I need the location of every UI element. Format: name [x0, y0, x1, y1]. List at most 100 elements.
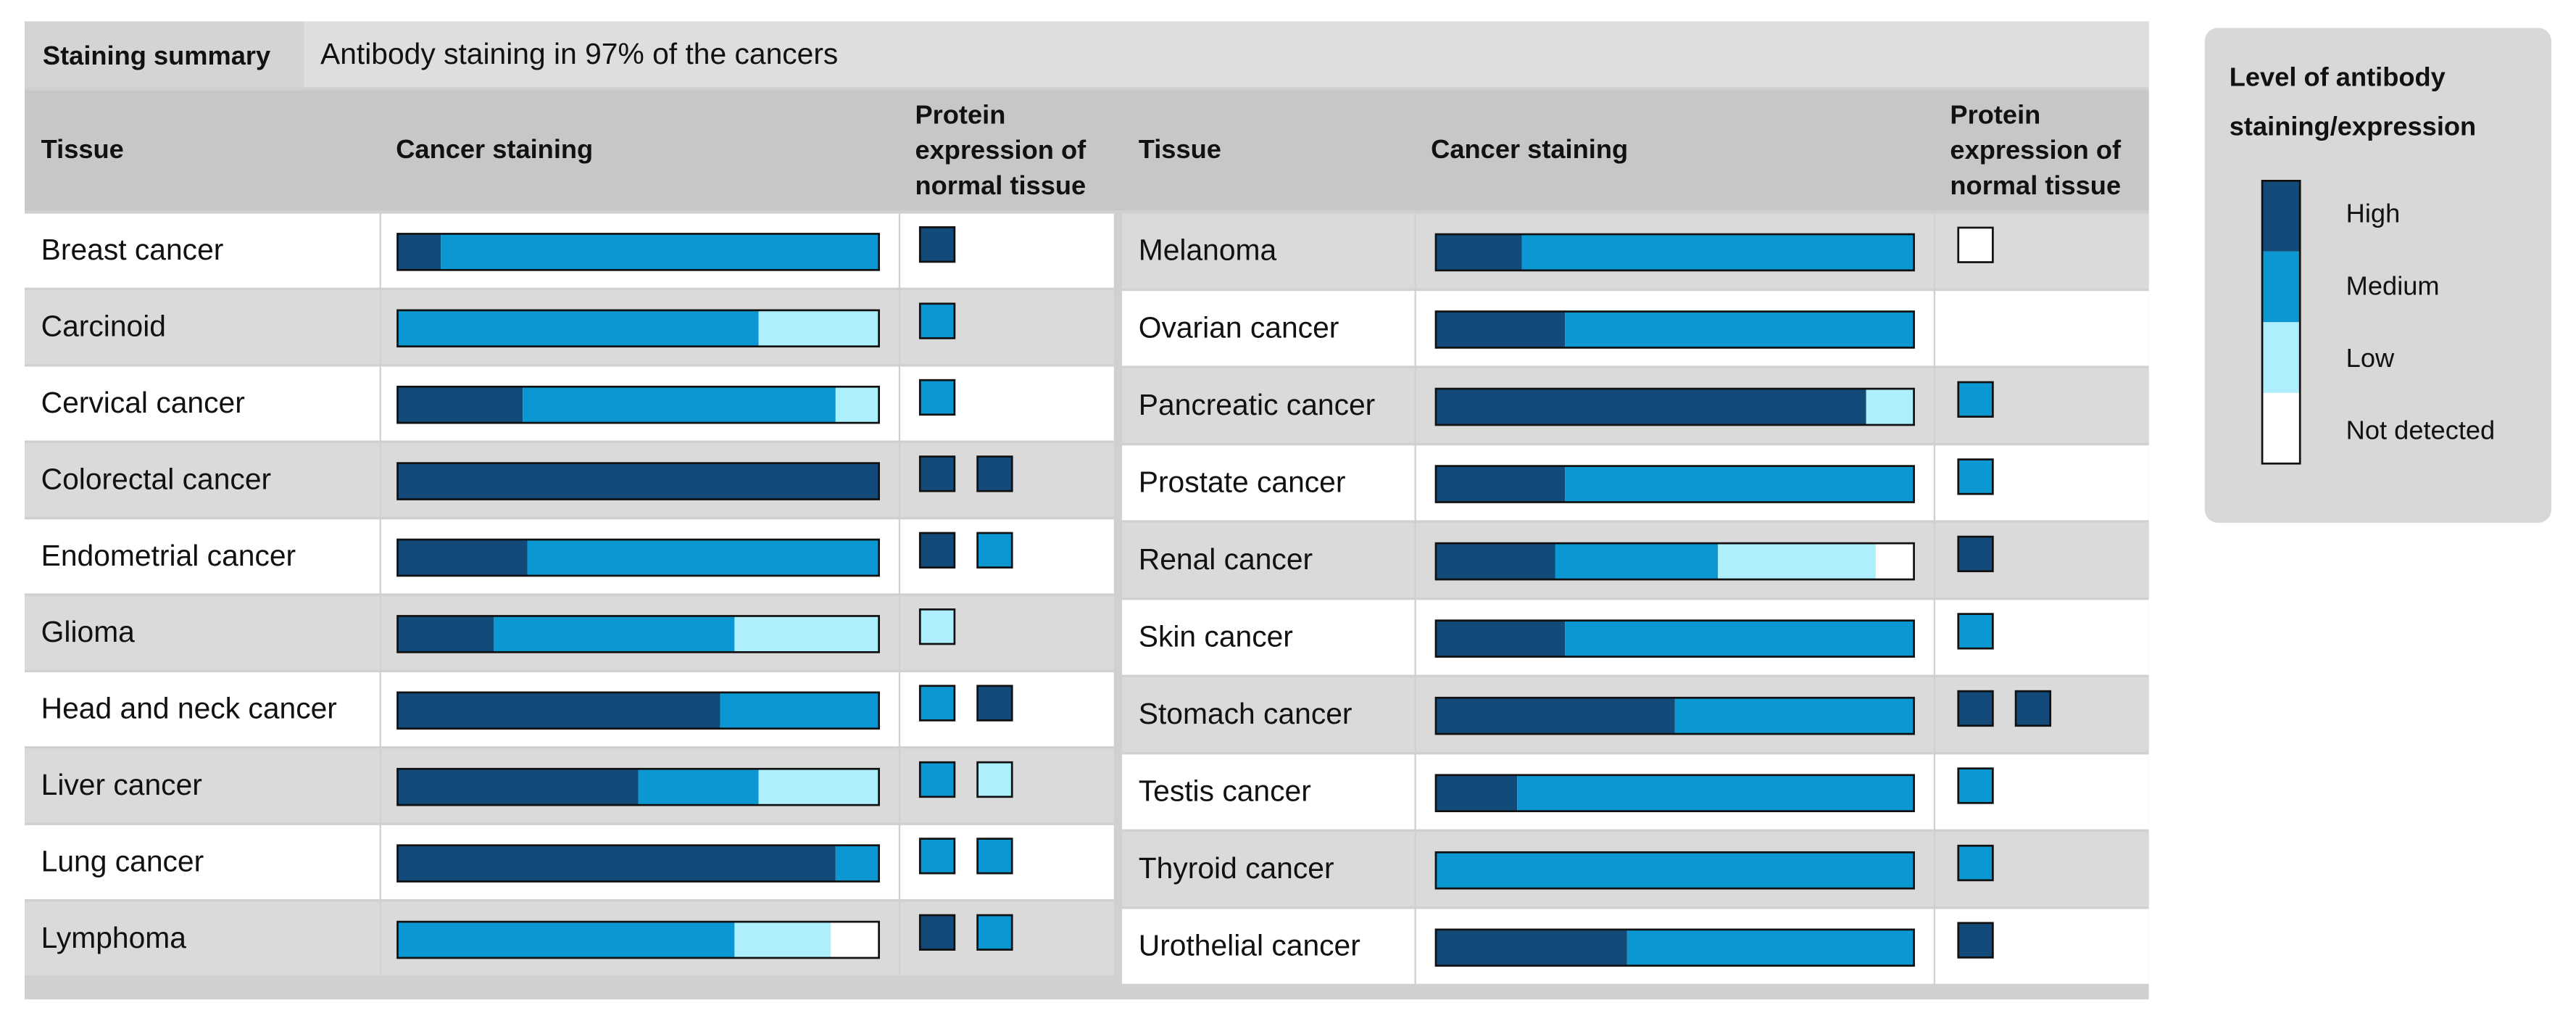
cell: [24, 366, 380, 441]
tissue-name: Pancreatic cancer: [1139, 388, 1376, 421]
normal-expression-square: [918, 226, 956, 263]
normal-expression-square: [1957, 458, 1994, 495]
tissue-name: Stomach cancer: [1139, 697, 1353, 730]
legend-label: Medium: [2346, 270, 2440, 300]
tissue-name: Head and neck cancer: [41, 692, 337, 725]
bar-outline: [1434, 542, 1915, 581]
column-header: normal tissue: [915, 170, 1086, 200]
cell: [24, 213, 380, 288]
staining-segment: [1565, 620, 1914, 657]
staining-segment: [831, 922, 879, 958]
tissue-name: Colorectal cancer: [41, 462, 271, 495]
staining-segment: [494, 616, 735, 653]
tissue-name: Lung cancer: [41, 844, 204, 877]
cell: [1122, 677, 1415, 753]
normal-expression-square: [976, 685, 1013, 722]
bar-outline: [396, 920, 880, 959]
tissue-name: Skin cancer: [1139, 619, 1293, 653]
cell: [24, 901, 380, 976]
column-header: expression of: [915, 135, 1087, 165]
bar-outline: [396, 615, 880, 653]
normal-expression-square: [1957, 226, 1994, 263]
normal-expression-square: [918, 685, 956, 722]
bar-outline: [1434, 233, 1915, 272]
normal-expression-square: [1957, 767, 1994, 804]
staining-segment: [397, 692, 720, 729]
summary-text: Antibody staining in 97% of the cancers: [320, 37, 838, 70]
staining-segment: [1875, 543, 1914, 580]
staining-segment: [1435, 852, 1914, 889]
normal-expression-square: [1957, 690, 1994, 727]
staining-segment: [397, 616, 494, 653]
tissue-name: Breast cancer: [41, 233, 224, 266]
cell: [24, 595, 380, 670]
legend-title: Level of antibody: [2230, 62, 2446, 91]
cell: [1122, 291, 1415, 366]
staining-segment: [397, 769, 639, 806]
tissue-name: Renal cancer: [1139, 542, 1313, 576]
staining-segment: [1435, 698, 1675, 735]
bar-outline: [1434, 619, 1915, 658]
legend-title: staining/expression: [2230, 111, 2476, 141]
legend-swatch: [2262, 181, 2301, 252]
cell: [24, 748, 380, 823]
normal-expression-square: [918, 914, 956, 951]
legend-swatch: [2262, 392, 2301, 464]
staining-segment: [397, 234, 441, 270]
staining-segment: [1718, 543, 1876, 580]
column-header: expression of: [1950, 135, 2122, 165]
staining-segment: [441, 234, 879, 270]
bar-outline: [1434, 387, 1915, 426]
summary-bar: [304, 21, 2149, 88]
bar-outline: [1434, 928, 1915, 967]
cell: [24, 672, 380, 747]
staining-segment: [1435, 543, 1555, 580]
staining-segment: [1517, 774, 1914, 811]
normal-expression-square: [1957, 613, 1994, 650]
normal-expression-square: [976, 914, 1013, 951]
staining-segment: [734, 616, 879, 653]
cell: [24, 519, 380, 594]
staining-segment: [397, 463, 879, 500]
cell: [24, 290, 380, 365]
cell: [1122, 445, 1415, 521]
tissue-name: Liver cancer: [41, 768, 202, 801]
tissue-name: Glioma: [41, 615, 136, 648]
staining-segment: [720, 692, 879, 729]
bar-outline: [1434, 851, 1915, 890]
staining-segment: [1435, 620, 1566, 657]
cell: [1122, 600, 1415, 675]
normal-expression-square: [1957, 381, 1994, 418]
staining-segment: [1565, 466, 1914, 503]
staining-segment: [1435, 234, 1522, 270]
normal-expression-square: [918, 379, 956, 416]
staining-segment: [1674, 698, 1914, 735]
staining-segment: [1435, 929, 1627, 966]
staining-segment: [397, 310, 759, 347]
column-header: Protein: [1950, 100, 2040, 130]
staining-segment: [527, 540, 879, 576]
normal-expression-square: [918, 532, 956, 569]
staining-segment: [397, 845, 836, 882]
staining-segment: [1435, 311, 1566, 348]
normal-expression-square: [1957, 844, 1994, 882]
cell: [1122, 831, 1415, 907]
staining-segment: [1521, 234, 1914, 270]
bar-outline: [396, 233, 880, 271]
column-header: Tissue: [41, 134, 124, 164]
cell: [1935, 291, 2149, 366]
staining-segment: [523, 387, 836, 423]
normal-expression-square: [918, 608, 956, 645]
tissue-name: Thyroid cancer: [1139, 851, 1334, 885]
cell: [1122, 213, 1415, 289]
column-header: Cancer staining: [1431, 134, 1628, 164]
bar-outline: [396, 844, 880, 883]
staining-segment: [1435, 466, 1566, 503]
bar-outline: [1434, 310, 1915, 349]
staining-segment: [1565, 311, 1914, 348]
normal-expression-square: [2014, 690, 2052, 727]
tissue-name: Cervical cancer: [41, 386, 245, 419]
cell: [24, 442, 380, 517]
bar-outline: [396, 462, 880, 500]
